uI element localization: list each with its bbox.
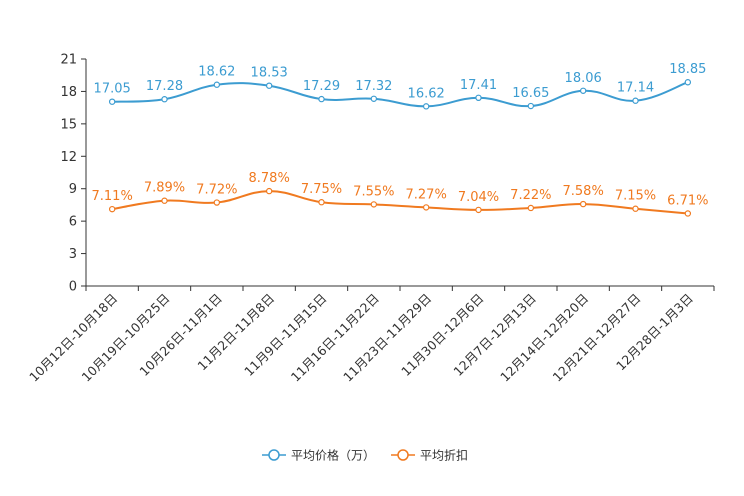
data-point[interactable] [579,200,587,208]
data-point[interactable] [108,98,116,105]
data-point[interactable] [108,205,116,213]
y-tick-label: 6 [69,215,77,230]
data-point[interactable] [422,204,430,211]
data-label: 18.53 [251,66,288,81]
data-label: 16.62 [408,86,445,101]
y-tick-label: 15 [60,117,77,132]
data-point[interactable] [422,103,430,110]
legend-label: 平均折扣 [420,448,468,463]
data-point[interactable] [161,197,168,204]
data-label: 6.71% [667,193,708,208]
series-layer: 17.05 17.28 18.62 18.53 17.29 17.32 16.62 17.41… [92,62,708,217]
series-1: 17.05 17.28 18.62 18.53 17.29 17.32 16.62 17.41… [94,62,706,110]
legend[interactable]: 平均价格（万） 平均折扣 [262,448,468,463]
data-label: 7.04% [458,190,499,205]
data-label: 7.58% [563,184,604,199]
data-label: 18.62 [198,65,235,80]
data-label: 17.41 [460,78,497,93]
legend-label: 平均价格（万） [291,448,375,463]
legend-swatch-marker [268,449,280,461]
data-point[interactable] [579,87,587,94]
data-label: 7.27% [406,187,447,202]
data-label: 17.32 [355,79,392,94]
legend-item-1[interactable]: 平均价格（万） [262,448,375,463]
data-label: 7.72% [196,183,237,198]
y-tick-label: 0 [69,280,77,295]
data-label: 17.14 [617,81,654,96]
data-point[interactable] [213,199,221,206]
data-point[interactable] [475,94,482,102]
x-category-label: 10月19日-10月25日 [78,291,172,385]
legend-item-2[interactable]: 平均折扣 [391,448,468,463]
y-tick-label: 18 [60,85,77,100]
data-label: 7.55% [353,184,394,199]
data-label: 7.89% [144,181,185,196]
data-point[interactable] [265,82,273,89]
data-point[interactable] [318,199,325,206]
y-tick-label: 3 [69,247,77,262]
data-point[interactable] [213,81,221,88]
x-category-label: 10月12日-10月18日 [26,291,120,385]
data-point[interactable] [370,201,378,208]
y-tick-label: 12 [60,150,77,165]
data-point[interactable] [475,206,482,214]
data-point[interactable] [161,96,168,103]
data-label: 17.05 [94,82,131,97]
x-category-label: 12月21日-12月27日 [549,291,643,385]
x-category-label: 11月23日-11月29日 [340,291,434,385]
data-label: 18.06 [565,71,602,86]
series-2: 7.11% 7.89% 7.72% 8.78% 7.75% 7.55% 7.27% 7.04%… [92,171,708,217]
data-point[interactable] [370,95,378,102]
data-label: 7.75% [301,182,342,197]
legend-swatch-marker [397,449,409,461]
data-label: 17.29 [303,79,340,94]
data-point[interactable] [684,79,692,86]
data-label: 16.65 [512,86,549,101]
data-label: 8.78% [249,171,290,186]
x-category-label: 11月16日-11月22日 [288,291,382,385]
x-category-label: 12月14日-12月20日 [497,291,591,385]
data-point[interactable] [527,102,535,110]
data-point[interactable] [684,210,692,217]
data-label: 7.11% [92,189,133,204]
data-label: 7.15% [615,189,656,204]
data-point[interactable] [632,205,639,212]
data-point[interactable] [527,204,535,212]
y-tick-label: 21 [60,53,77,68]
y-tick-label: 9 [69,182,77,197]
data-label: 17.28 [146,79,183,94]
data-point[interactable] [265,187,273,195]
data-point[interactable] [318,95,325,103]
data-point[interactable] [632,97,639,104]
data-label: 18.85 [669,62,706,77]
series-line [112,190,688,215]
series-line [112,81,689,108]
data-label: 7.22% [510,188,551,203]
